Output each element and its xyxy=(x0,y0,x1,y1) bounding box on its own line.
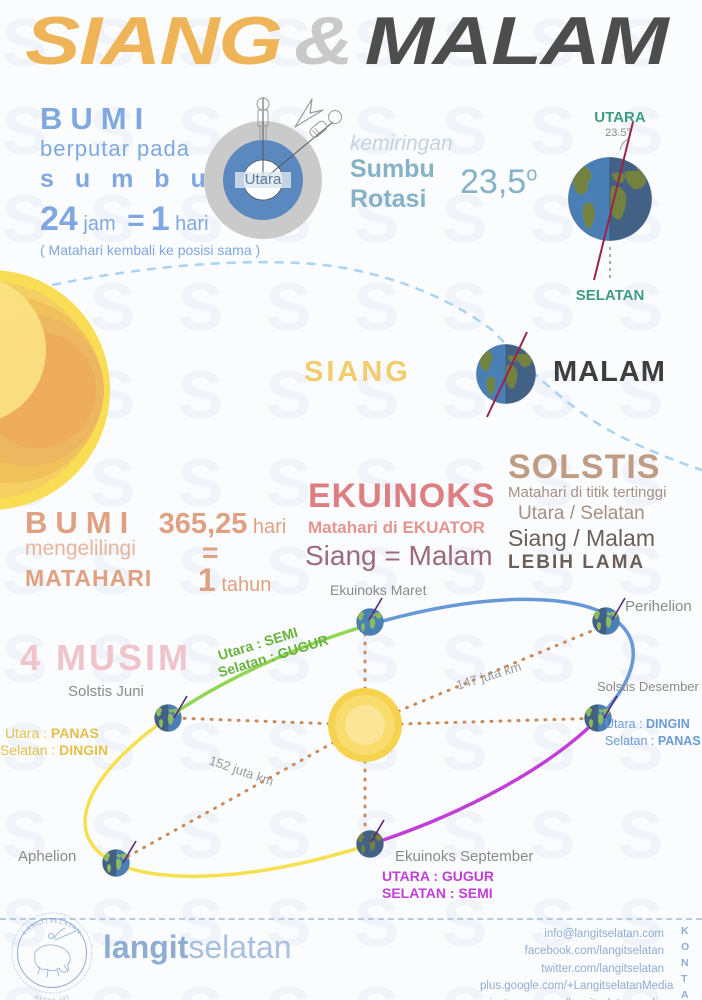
svg-text:ASTRO 101: ASTRO 101 xyxy=(33,994,71,1000)
